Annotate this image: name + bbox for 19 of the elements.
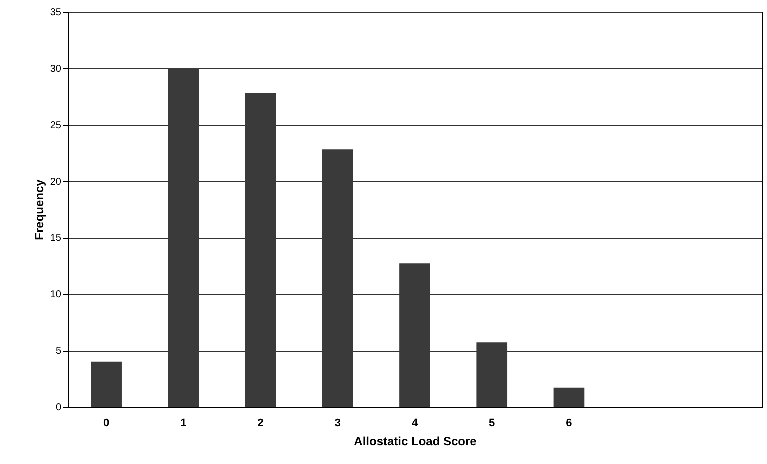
bar	[91, 362, 122, 407]
y-tick-label: 20	[50, 176, 62, 188]
y-tick-label: 5	[56, 346, 62, 358]
x-tick-label: 0	[103, 418, 110, 430]
x-tick-label: 5	[489, 418, 496, 430]
x-tick-label: 4	[412, 418, 419, 430]
x-tick-label: 2	[258, 418, 264, 430]
bar	[554, 388, 585, 407]
y-tick-label: 10	[50, 290, 62, 301]
y-tick-label: 30	[50, 64, 62, 75]
y-axis-title: Frequency	[32, 179, 46, 240]
x-tick-label: 6	[566, 418, 572, 430]
x-axis-title: Allostatic Load Score	[354, 434, 478, 448]
y-tick-label: 35	[50, 8, 62, 18]
y-tick-label: 0	[56, 402, 62, 414]
y-tick-label: 15	[50, 233, 62, 244]
x-tick-label: 1	[180, 418, 187, 430]
x-tick-label: 3	[334, 418, 341, 430]
y-tick-label: 25	[50, 120, 62, 132]
